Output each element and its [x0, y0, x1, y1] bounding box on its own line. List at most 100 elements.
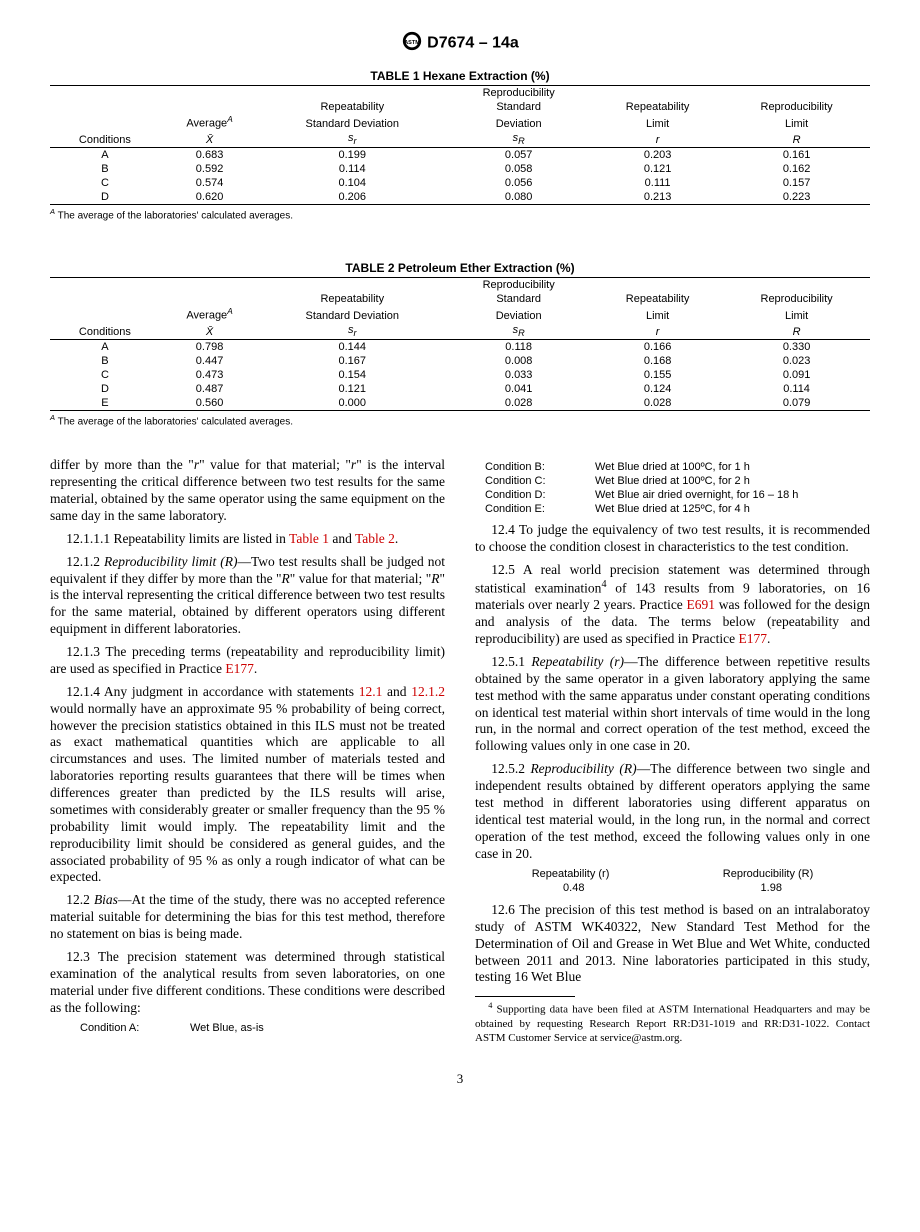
col-head: sr	[259, 131, 445, 148]
table-cell: 0.121	[592, 162, 723, 176]
table-cell: 0.079	[723, 396, 870, 411]
svg-text:ASTM: ASTM	[404, 40, 420, 46]
col-head: Repeatability	[259, 292, 445, 306]
col-head: sR	[445, 323, 592, 340]
table-cell: A	[50, 340, 160, 355]
col-head: Reproducibility	[723, 292, 870, 306]
ref-link[interactable]: Table 2	[355, 531, 395, 546]
col-head: X̄	[160, 323, 259, 340]
col-head: Reproducibility	[445, 86, 592, 101]
right-column: Condition B:Wet Blue dried at 100ºC, for…	[475, 457, 870, 1051]
table-row: B0.5920.1140.0580.1210.162	[50, 162, 870, 176]
col-head: Standard Deviation	[259, 306, 445, 323]
table-row: E0.5600.0000.0280.0280.079	[50, 396, 870, 411]
table-cell: B	[50, 354, 160, 368]
table-row: D0.6200.2060.0800.2130.223	[50, 190, 870, 205]
table-cell: 0.166	[592, 340, 723, 355]
col-head: Standard Deviation	[259, 114, 445, 131]
para: 12.6 The precision of this test method i…	[475, 902, 870, 986]
col-head: AverageA	[160, 306, 259, 323]
table-cell: 0.574	[160, 176, 259, 190]
rr-head: Repeatability (r)	[532, 868, 610, 882]
table-cell: 0.487	[160, 382, 259, 396]
table2-title: TABLE 2 Petroleum Ether Extraction (%)	[50, 261, 870, 275]
col-head: Conditions	[50, 131, 160, 148]
condition-list: Condition B:Wet Blue dried at 100ºC, for…	[485, 461, 870, 516]
table-cell: 0.206	[259, 190, 445, 205]
col-head: Limit	[723, 114, 870, 131]
table-cell: 0.223	[723, 190, 870, 205]
table1-title: TABLE 1 Hexane Extraction (%)	[50, 69, 870, 83]
table-cell: 0.473	[160, 368, 259, 382]
para: differ by more than the "r" value for th…	[50, 457, 445, 525]
col-head: Limit	[723, 306, 870, 323]
table-cell: 0.091	[723, 368, 870, 382]
col-head: Repeatability	[592, 292, 723, 306]
para: 12.1.4 Any judgment in accordance with s…	[50, 684, 445, 887]
table-cell: 0.008	[445, 354, 592, 368]
rr-head: Reproducibility (R)	[723, 868, 813, 882]
page-header: ASTM D7674 – 14a	[50, 30, 870, 57]
ref-link[interactable]: E177	[739, 631, 768, 646]
table-cell: 0.033	[445, 368, 592, 382]
table-cell: 0.000	[259, 396, 445, 411]
para: 12.3 The precision statement was determi…	[50, 949, 445, 1017]
table-row: A0.6830.1990.0570.2030.161	[50, 147, 870, 162]
table1: Reproducibility Repeatability Standard R…	[50, 85, 870, 205]
table-cell: 0.213	[592, 190, 723, 205]
table-cell: 0.620	[160, 190, 259, 205]
table-cell: 0.080	[445, 190, 592, 205]
cond-value: Wet Blue, as-is	[190, 1022, 264, 1036]
table-row: D0.4870.1210.0410.1240.114	[50, 382, 870, 396]
col-head: Standard	[445, 292, 592, 306]
ref-link[interactable]: 12.1.2	[411, 684, 445, 699]
table2-footnote: A The average of the laboratories' calcu…	[50, 413, 870, 427]
table-cell: 0.056	[445, 176, 592, 190]
col-head: Reproducibility	[723, 100, 870, 114]
table-cell: 0.041	[445, 382, 592, 396]
table-row: B0.4470.1670.0080.1680.023	[50, 354, 870, 368]
col-head: Reproducibility	[445, 278, 592, 293]
ref-link[interactable]: 12.1	[359, 684, 383, 699]
cond-value: Wet Blue dried at 125ºC, for 4 h	[595, 503, 750, 517]
col-head: Limit	[592, 114, 723, 131]
table-cell: E	[50, 396, 160, 411]
col-head: sr	[259, 323, 445, 340]
table-cell: 0.114	[723, 382, 870, 396]
col-head: Deviation	[445, 306, 592, 323]
para: 12.2 Bias—At the time of the study, ther…	[50, 892, 445, 943]
table-row: C0.5740.1040.0560.1110.157	[50, 176, 870, 190]
ref-link[interactable]: E691	[687, 597, 716, 612]
col-head: R	[723, 131, 870, 148]
table-cell: 0.023	[723, 354, 870, 368]
table-cell: 0.683	[160, 147, 259, 162]
table-cell: 0.155	[592, 368, 723, 382]
ref-link[interactable]: Table 1	[289, 531, 329, 546]
table-cell: 0.161	[723, 147, 870, 162]
para: 12.4 To judge the equivalency of two tes…	[475, 522, 870, 556]
page-number: 3	[50, 1071, 870, 1087]
para: 12.5.2 Reproducibility (R)—The differenc…	[475, 761, 870, 862]
table-cell: 0.114	[259, 162, 445, 176]
ref-link[interactable]: E177	[225, 661, 254, 676]
body-columns: differ by more than the "r" value for th…	[50, 457, 870, 1051]
col-head: Repeatability	[592, 100, 723, 114]
table-cell: D	[50, 382, 160, 396]
col-head: R	[723, 323, 870, 340]
table-cell: 0.121	[259, 382, 445, 396]
rr-value: 1.98	[761, 882, 782, 896]
table-cell: 0.118	[445, 340, 592, 355]
table-cell: B	[50, 162, 160, 176]
cond-label: Condition A:	[80, 1022, 190, 1036]
left-column: differ by more than the "r" value for th…	[50, 457, 445, 1051]
table-cell: 0.104	[259, 176, 445, 190]
col-head: Limit	[592, 306, 723, 323]
para: 12.5.1 Repeatability (r)—The difference …	[475, 654, 870, 755]
table-cell: 0.167	[259, 354, 445, 368]
para: 12.1.2 Reproducibility limit (R)—Two tes…	[50, 554, 445, 638]
col-head: r	[592, 323, 723, 340]
table-cell: 0.028	[592, 396, 723, 411]
table-cell: 0.168	[592, 354, 723, 368]
table-cell: 0.144	[259, 340, 445, 355]
table-cell: 0.157	[723, 176, 870, 190]
